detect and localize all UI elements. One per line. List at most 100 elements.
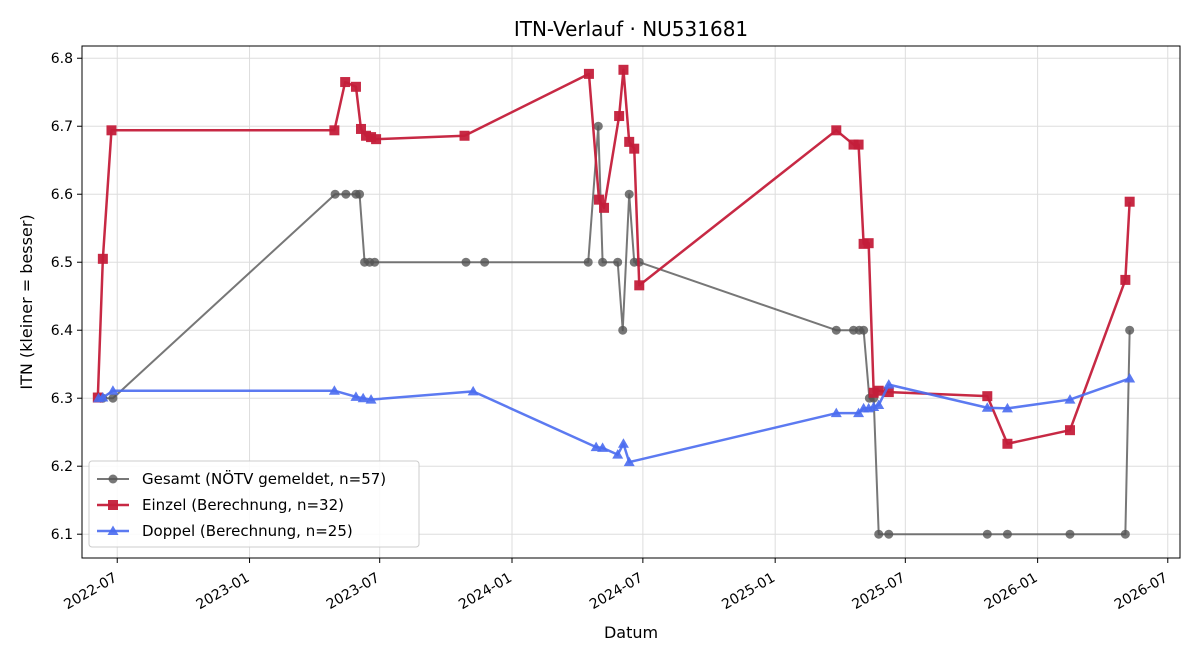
data-point-doppel xyxy=(883,379,895,389)
data-point-doppel xyxy=(1124,372,1136,383)
data-point-einzel xyxy=(106,125,117,136)
data-point-einzel xyxy=(831,125,842,136)
x-tick-label: 2024-07 xyxy=(587,570,646,613)
data-point-doppel xyxy=(328,385,340,395)
x-tick-label: 2025-01 xyxy=(719,570,778,613)
y-tick-label: 6.8 xyxy=(51,51,73,67)
legend-label-einzel: Einzel (Berechnung, n=32) xyxy=(142,496,344,514)
data-point-gesamt xyxy=(618,325,628,335)
y-tick-label: 6.3 xyxy=(51,391,73,407)
data-point-einzel xyxy=(982,391,993,402)
data-point-doppel xyxy=(597,442,609,452)
legend-entry-gesamt: Gesamt (NÖTV gemeldet, n=57) xyxy=(97,469,386,488)
data-point-gesamt xyxy=(583,257,593,267)
data-point-einzel xyxy=(629,143,640,154)
data-point-doppel xyxy=(97,392,109,402)
legend: Gesamt (NÖTV gemeldet, n=57) Einzel (Ber… xyxy=(88,460,420,548)
data-point-gesamt xyxy=(1125,325,1135,335)
plot-series xyxy=(92,64,1136,539)
chart-title: ITN-Verlauf · NU531681 xyxy=(514,17,748,41)
legend-marker-circle xyxy=(108,474,118,484)
data-point-einzel xyxy=(1064,425,1075,436)
legend-marker-square xyxy=(108,500,118,510)
data-point-gesamt xyxy=(982,529,992,539)
data-point-einzel xyxy=(863,238,874,249)
legend-marker-triangle xyxy=(107,525,119,535)
data-point-gesamt xyxy=(593,121,603,131)
data-point-einzel xyxy=(1002,438,1013,449)
y-axis-ticks: 6.1 6.2 6.3 6.4 6.5 6.6 6.7 6.8 xyxy=(51,51,82,543)
data-point-doppel xyxy=(357,392,369,403)
x-tick-label: 2026-07 xyxy=(1112,570,1171,613)
data-point-einzel xyxy=(594,194,605,205)
data-point-doppel xyxy=(467,385,479,396)
y-tick-label: 6.4 xyxy=(51,323,73,339)
series-line-doppel xyxy=(98,377,1131,464)
data-point-doppel xyxy=(612,449,624,459)
data-point-einzel xyxy=(340,77,351,88)
data-point-gesamt xyxy=(370,257,380,267)
x-tick-label: 2026-01 xyxy=(982,570,1041,613)
y-axis-label: ITN (kleiner = besser) xyxy=(17,214,36,389)
data-point-gesamt xyxy=(831,325,841,335)
data-point-gesamt xyxy=(1002,529,1012,539)
data-point-einzel xyxy=(97,253,108,264)
plot-frame xyxy=(81,45,1181,559)
data-point-doppel xyxy=(350,391,362,401)
legend-entry-doppel: Doppel (Berechnung, n=25) xyxy=(97,522,353,540)
data-point-doppel xyxy=(853,407,865,418)
data-point-einzel xyxy=(361,130,372,141)
data-point-einzel xyxy=(858,238,869,249)
x-axis-ticks: 2022-07 2023-01 2023-07 2024-01 2024-07 2025-… xyxy=(61,558,1171,613)
data-point-gesamt xyxy=(461,257,471,267)
data-point-doppel xyxy=(1001,402,1013,413)
data-point-gesamt xyxy=(341,189,351,199)
data-point-einzel xyxy=(853,139,864,150)
legend-label-doppel: Doppel (Berechnung, n=25) xyxy=(142,522,353,540)
legend-entry-einzel: Einzel (Berechnung, n=32) xyxy=(97,496,344,514)
data-point-einzel xyxy=(371,134,382,145)
data-point-einzel xyxy=(883,387,894,398)
data-point-einzel xyxy=(848,139,859,150)
data-point-einzel xyxy=(329,125,340,136)
data-point-doppel xyxy=(830,407,842,418)
data-point-gesamt xyxy=(884,529,894,539)
data-point-einzel xyxy=(618,64,629,75)
data-point-einzel xyxy=(1120,274,1131,285)
data-point-einzel xyxy=(350,81,361,92)
data-point-doppel xyxy=(1064,394,1076,404)
x-tick-label: 2024-01 xyxy=(456,570,515,613)
data-point-einzel xyxy=(583,68,594,79)
data-point-doppel xyxy=(365,394,377,404)
data-point-einzel xyxy=(868,387,879,398)
data-point-gesamt xyxy=(598,257,608,267)
y-tick-label: 6.6 xyxy=(51,187,73,203)
data-point-einzel xyxy=(459,130,470,141)
x-tick-label: 2022-07 xyxy=(61,570,120,613)
data-point-einzel xyxy=(624,136,635,147)
data-point-gesamt xyxy=(355,189,365,199)
data-point-doppel xyxy=(107,385,119,395)
data-point-gesamt xyxy=(1120,529,1130,539)
y-tick-label: 6.2 xyxy=(51,459,73,475)
legend-box xyxy=(88,460,420,548)
data-point-einzel xyxy=(614,111,625,122)
x-tick-label: 2023-07 xyxy=(324,570,383,613)
data-point-doppel xyxy=(981,402,993,412)
y-tick-label: 6.1 xyxy=(51,527,73,543)
x-tick-label: 2025-07 xyxy=(849,570,908,613)
legend-label-gesamt: Gesamt (NÖTV gemeldet, n=57) xyxy=(142,469,386,488)
data-point-gesamt xyxy=(330,189,340,199)
data-point-einzel xyxy=(1124,196,1135,207)
x-axis-label: Datum xyxy=(604,623,658,642)
data-point-gesamt xyxy=(480,257,490,267)
data-point-doppel xyxy=(873,399,885,410)
y-tick-label: 6.7 xyxy=(51,119,73,135)
y-tick-label: 6.5 xyxy=(51,255,73,271)
data-point-einzel xyxy=(599,202,610,213)
data-point-gesamt xyxy=(859,325,869,335)
series-einzel xyxy=(92,64,1135,449)
data-point-gesamt xyxy=(613,257,623,267)
data-point-gesamt xyxy=(108,393,118,403)
